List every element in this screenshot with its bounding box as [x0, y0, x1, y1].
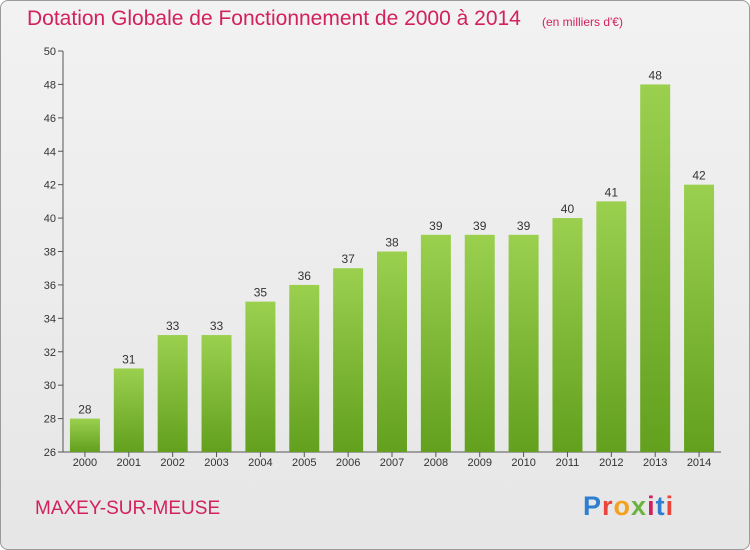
bar [113, 368, 144, 452]
y-tick-label: 36 [44, 280, 56, 292]
logo-letter: x [631, 491, 648, 521]
y-tick-label: 48 [44, 79, 56, 91]
x-tick-label: 2002 [160, 457, 184, 469]
x-tick-label: 2009 [467, 457, 491, 469]
logo-letter: i [647, 491, 656, 521]
bar-value-label: 35 [254, 286, 268, 300]
logo-letter: P [583, 491, 603, 521]
x-tick-label: 2008 [424, 457, 448, 469]
bar-value-label: 38 [385, 236, 399, 250]
bar [640, 84, 671, 453]
bar-value-label: 33 [166, 319, 180, 333]
bar [420, 234, 451, 452]
bar-value-label: 48 [649, 68, 663, 82]
bar-value-label: 39 [517, 219, 531, 233]
commune-name: MAXEY-SUR-MEUSE [35, 498, 221, 519]
bar [289, 284, 320, 452]
bar [508, 234, 539, 452]
x-tick-label: 2007 [380, 457, 404, 469]
logo-letter: t [655, 491, 666, 521]
bar-value-label: 39 [429, 219, 443, 233]
bar-value-label: 36 [298, 269, 312, 283]
bar-value-label: 28 [78, 403, 92, 417]
x-tick-label: 2001 [117, 457, 141, 469]
y-tick-label: 28 [44, 414, 56, 426]
bar-value-label: 40 [561, 202, 575, 216]
y-tick-label: 34 [44, 313, 56, 325]
proxiti-logo: Proxiti [583, 491, 674, 522]
logo-letter: r [602, 491, 614, 521]
y-tick-label: 46 [44, 113, 56, 125]
x-tick-label: 2000 [73, 457, 97, 469]
bar-value-label: 39 [473, 219, 487, 233]
x-tick-label: 2004 [248, 457, 272, 469]
x-tick-label: 2010 [511, 457, 535, 469]
bar [157, 335, 188, 452]
y-tick-label: 26 [44, 447, 56, 459]
bar [333, 268, 364, 452]
logo-letter: i [665, 491, 675, 521]
bar-value-label: 31 [122, 352, 136, 366]
y-tick-label: 38 [44, 247, 56, 259]
bar-value-label: 42 [692, 169, 706, 183]
y-tick-label: 50 [44, 46, 56, 58]
x-tick-label: 2013 [643, 457, 667, 469]
bar [552, 218, 583, 452]
bar [69, 418, 100, 452]
y-tick-label: 30 [44, 380, 56, 392]
bar [201, 335, 232, 452]
chart-unit-label: (en milliers d'€) [542, 15, 623, 29]
bar-value-label: 33 [210, 319, 224, 333]
bar [464, 234, 495, 452]
x-tick-label: 2011 [556, 457, 580, 469]
chart-title: Dotation Globale de Fonctionnement de 20… [27, 7, 521, 30]
y-tick-label: 42 [44, 180, 56, 192]
bar [684, 184, 715, 452]
y-tick-label: 40 [44, 213, 56, 225]
logo-letter: o [613, 491, 632, 521]
x-tick-label: 2003 [204, 457, 228, 469]
x-tick-label: 2012 [599, 457, 623, 469]
bar-value-label: 41 [605, 185, 619, 199]
bar [377, 251, 407, 452]
bar-value-label: 37 [341, 252, 355, 266]
y-tick-label: 44 [44, 146, 56, 158]
bar [596, 201, 627, 452]
bar [245, 301, 276, 452]
x-tick-label: 2014 [687, 457, 711, 469]
y-tick-label: 32 [44, 347, 56, 359]
x-tick-label: 2005 [292, 457, 316, 469]
x-tick-label: 2006 [336, 457, 360, 469]
